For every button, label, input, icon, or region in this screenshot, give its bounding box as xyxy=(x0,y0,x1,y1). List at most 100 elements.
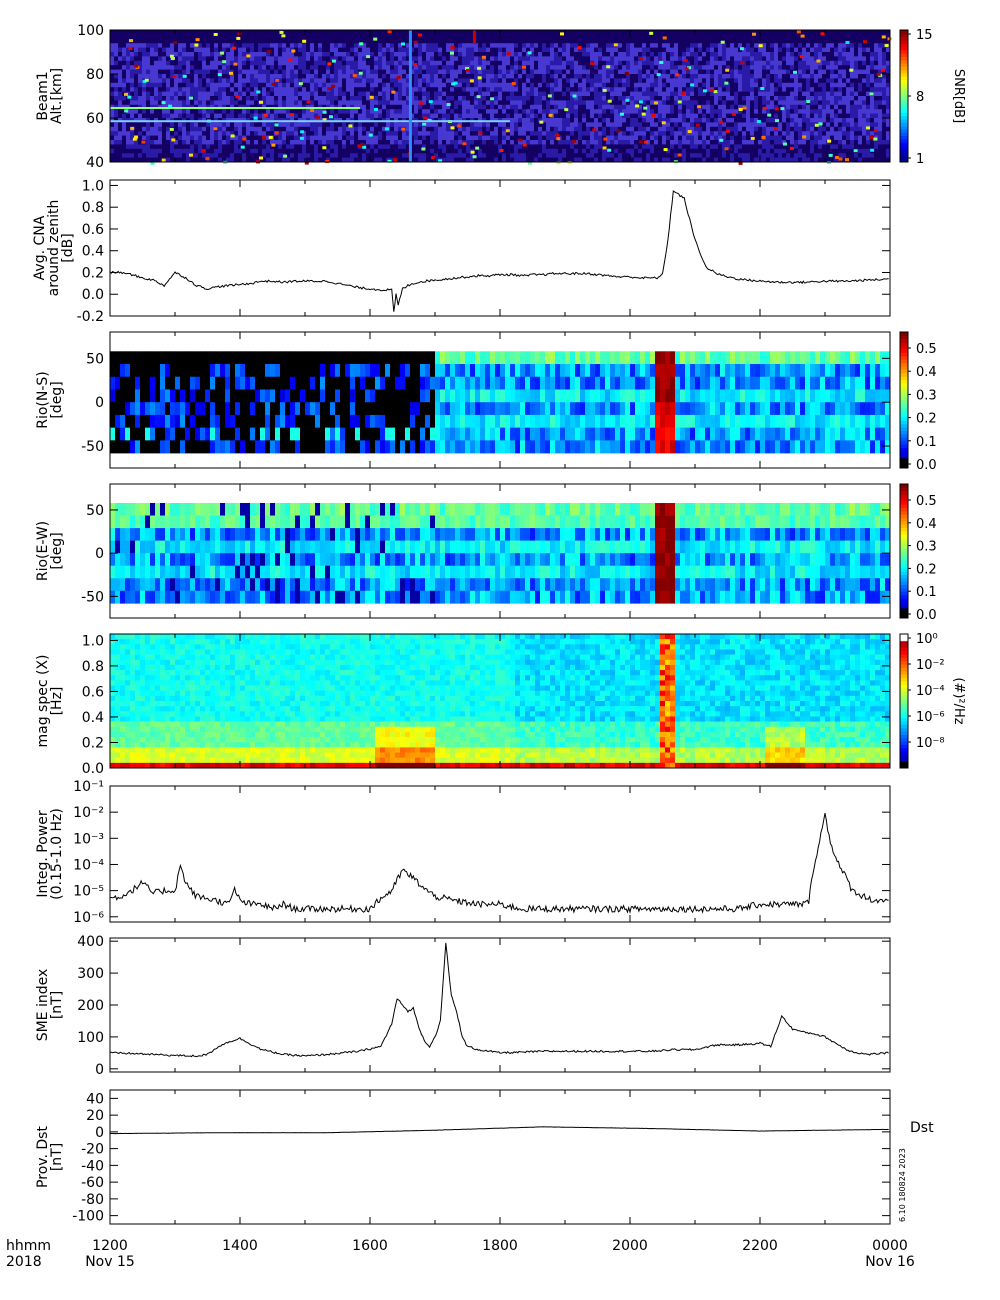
heatmap-cell xyxy=(174,109,179,114)
heatmap-cell xyxy=(494,91,499,97)
heatmap-cell xyxy=(382,96,387,101)
heatmap-cell xyxy=(550,96,555,101)
heatmap-cell xyxy=(570,52,575,57)
heatmap-cell xyxy=(126,131,131,136)
heatmap-cell xyxy=(514,60,519,66)
heatmap-cell xyxy=(646,43,651,48)
heatmap-cell xyxy=(342,43,347,48)
heatmap-cell xyxy=(466,157,471,163)
heatmap-cell xyxy=(278,135,283,141)
heatmap-cell xyxy=(718,96,723,101)
heatmap-cell xyxy=(670,113,675,119)
heatmap-cell xyxy=(262,144,267,150)
heatmap-cell xyxy=(378,104,383,110)
heatmap-cell xyxy=(590,144,595,150)
heatmap-cell xyxy=(566,157,571,163)
heatmap-cell xyxy=(710,140,715,145)
heatmap-cell xyxy=(274,56,279,62)
heatmap-cell xyxy=(450,74,455,79)
heatmap-cell xyxy=(710,91,715,97)
heatmap-cell xyxy=(262,34,267,40)
heatmap-cell xyxy=(390,69,395,75)
heatmap-cell xyxy=(422,87,427,92)
heatmap-cell xyxy=(126,148,131,154)
heatmap-cell xyxy=(430,87,435,92)
heatmap-cell xyxy=(486,82,491,88)
heatmap-cell xyxy=(674,131,679,136)
heatmap-cell xyxy=(338,100,343,106)
heatmap-cell xyxy=(266,96,271,101)
heatmap-cell xyxy=(698,109,703,114)
heatmap-cell xyxy=(310,91,315,97)
heatmap-cell xyxy=(670,69,675,75)
heatmap-cell xyxy=(294,56,299,62)
heatmap-cell xyxy=(166,91,171,97)
heatmap-cell xyxy=(706,47,711,53)
heatmap-cell xyxy=(142,30,147,35)
heatmap-cell xyxy=(722,65,727,70)
heatmap-cell xyxy=(190,87,195,92)
heatmap-cell xyxy=(470,30,475,35)
heatmap-cell xyxy=(510,96,515,101)
heatmap-cell xyxy=(682,96,687,101)
heatmap-cell xyxy=(538,91,543,97)
heatmap-cell xyxy=(450,30,455,35)
heatmap-cell xyxy=(314,153,319,158)
heatmap-cell xyxy=(598,118,603,123)
heatmap-cell xyxy=(694,100,699,106)
heatmap-cell xyxy=(574,122,579,128)
heatmap-cell xyxy=(650,118,655,123)
heatmap-cell xyxy=(510,74,515,79)
heatmap-cell xyxy=(278,91,283,97)
heatmap-cell xyxy=(370,135,375,141)
heatmap-cell xyxy=(310,38,315,44)
heatmap-cell xyxy=(670,135,675,141)
heatmap-cell xyxy=(294,74,299,79)
heatmap-cell xyxy=(638,148,643,154)
heatmap-cell xyxy=(410,65,415,70)
heatmap-cell xyxy=(458,74,463,79)
heatmap-cell xyxy=(554,135,559,141)
heatmap-cell xyxy=(138,157,143,163)
heatmap-cell xyxy=(758,78,763,84)
heatmap-cell xyxy=(302,157,307,163)
heatmap-cell xyxy=(322,100,327,106)
heatmap-cell xyxy=(754,100,759,106)
heatmap-cell xyxy=(774,87,779,92)
heatmap-cell xyxy=(486,96,491,101)
heatmap-cell xyxy=(562,118,567,123)
heatmap-cell xyxy=(306,122,311,128)
heatmap-cell xyxy=(334,65,339,70)
heatmap-cell xyxy=(646,118,651,123)
heatmap-cell xyxy=(678,91,683,97)
heatmap-cell xyxy=(330,47,335,53)
heatmap-cell xyxy=(254,126,259,132)
heatmap-cell xyxy=(542,34,547,40)
heatmap-cell xyxy=(486,122,491,128)
heatmap-cell xyxy=(446,52,451,57)
heatmap-cell xyxy=(426,148,431,154)
heatmap-cell xyxy=(302,65,307,70)
heatmap-cell xyxy=(662,65,667,70)
heatmap-cell xyxy=(614,126,619,132)
heatmap-cell xyxy=(686,47,691,53)
heatmap-cell xyxy=(198,47,203,53)
heatmap-cell xyxy=(438,52,443,57)
heatmap-cell xyxy=(442,131,447,136)
heatmap-cell xyxy=(418,56,423,62)
heatmap-cell xyxy=(134,78,139,84)
heatmap-cell xyxy=(618,34,623,40)
heatmap-cell xyxy=(210,52,215,57)
heatmap-cell xyxy=(182,87,187,92)
heatmap-cell xyxy=(258,144,263,150)
heatmap-cell xyxy=(766,47,771,53)
heatmap-cell xyxy=(254,52,259,57)
heatmap-cell xyxy=(494,38,499,44)
heatmap-cell xyxy=(190,56,195,62)
heatmap-cell xyxy=(726,52,731,57)
heatmap-cell xyxy=(586,69,591,75)
heatmap-cell xyxy=(242,87,247,92)
heatmap-cell xyxy=(206,87,211,92)
heatmap-cell xyxy=(658,87,663,92)
heatmap-cell xyxy=(470,47,475,53)
